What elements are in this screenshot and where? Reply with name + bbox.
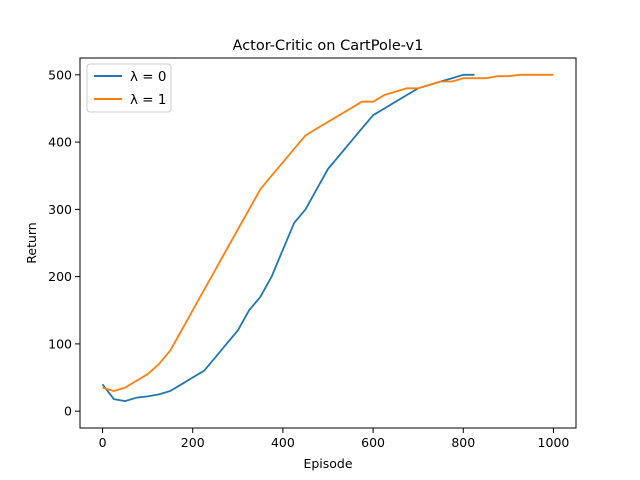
- y-tick-label: 0: [64, 404, 72, 419]
- y-axis: 0 100 200 300 400 500: [48, 67, 80, 419]
- plot-frame: [79, 57, 577, 429]
- legend-label-lambda-0: λ = 0: [130, 69, 166, 85]
- x-tick-label: 200: [181, 435, 205, 450]
- x-tick-label: 800: [451, 435, 475, 450]
- y-tick-label: 200: [48, 269, 72, 284]
- legend-label-lambda-1: λ = 1: [130, 92, 166, 108]
- series-line-lambda-0: [101, 73, 475, 403]
- x-tick-label: 600: [361, 435, 385, 450]
- y-tick-label: 100: [48, 336, 72, 351]
- x-axis: 0 200 400 600 800 1000: [99, 428, 570, 450]
- x-tick-label: 400: [271, 435, 295, 450]
- series-layer: [101, 73, 554, 403]
- y-tick-label: 300: [48, 202, 72, 217]
- x-tick-label: 1000: [538, 435, 570, 450]
- y-axis-label: Return: [24, 222, 39, 263]
- chart-title: Actor-Critic on CartPole-v1: [233, 38, 424, 54]
- series-line-lambda-1: [102, 73, 554, 392]
- x-tick-label: 0: [99, 435, 107, 450]
- y-tick-label: 500: [48, 67, 72, 82]
- y-tick-label: 400: [48, 135, 72, 150]
- x-axis-label: Episode: [303, 456, 352, 471]
- legend: λ = 0 λ = 1: [86, 63, 172, 113]
